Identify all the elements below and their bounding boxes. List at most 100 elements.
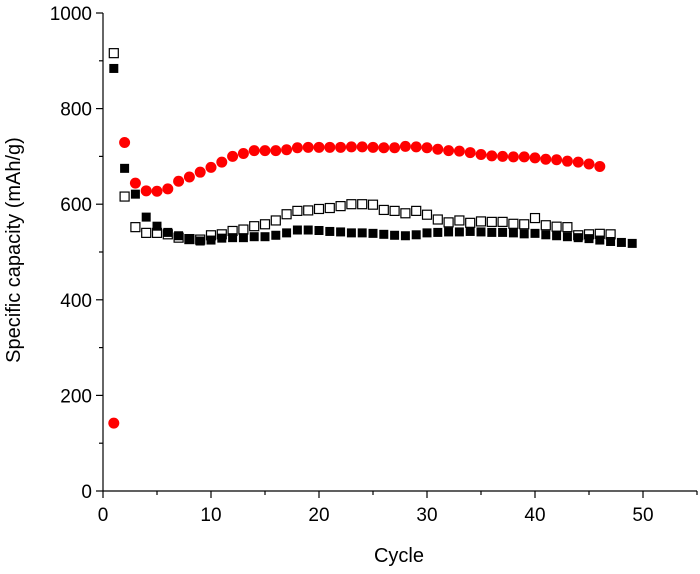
data-point-filled-square [260, 232, 270, 242]
data-point-filled-square [325, 226, 335, 236]
data-point-open-square [432, 214, 443, 225]
data-point-filled-square [573, 233, 583, 243]
data-point-circle [248, 145, 260, 157]
data-point-circle [572, 156, 584, 168]
data-point-filled-square [552, 231, 562, 241]
data-point-filled-square [184, 234, 194, 244]
data-point-circle [507, 151, 519, 163]
data-point-open-square [421, 209, 433, 220]
data-point-filled-square [498, 227, 508, 237]
data-point-filled-square [422, 228, 432, 238]
data-point-filled-square [271, 230, 281, 240]
data-point-open-square [400, 208, 411, 219]
x-tick-label: 40 [524, 505, 545, 526]
data-point-open-square [346, 199, 357, 210]
data-point-circle [594, 160, 606, 172]
data-point-open-square [108, 48, 119, 59]
data-point-circle [140, 185, 152, 197]
data-point-filled-square [152, 221, 162, 231]
data-point-circle [129, 177, 141, 189]
data-point-circle [486, 150, 498, 162]
data-point-circle [281, 144, 293, 156]
data-point-open-square [313, 203, 325, 215]
data-point-open-square [454, 215, 465, 226]
y-tick-label: 200 [60, 386, 92, 407]
data-point-filled-square [519, 229, 529, 239]
data-point-filled-square [368, 228, 378, 238]
data-point-filled-square [411, 230, 421, 240]
data-point-open-square [389, 205, 400, 216]
data-point-filled-square [444, 227, 454, 237]
series-0 [108, 137, 606, 429]
data-point-circle [270, 145, 282, 157]
data-point-filled-square [130, 189, 140, 199]
data-point-circle [151, 185, 163, 197]
data-point-filled-square [454, 227, 464, 237]
data-point-circle [345, 141, 357, 153]
x-tick-label: 0 [98, 505, 109, 526]
data-point-circle [324, 141, 336, 153]
data-point-filled-square [163, 227, 173, 237]
data-point-filled-square [616, 237, 626, 247]
data-point-circle [183, 171, 195, 183]
data-point-filled-square [487, 227, 497, 237]
data-point-open-square [519, 219, 530, 230]
data-point-filled-square [228, 233, 238, 243]
series-1 [108, 48, 616, 245]
data-point-filled-square [390, 230, 400, 240]
data-point-open-square [551, 221, 562, 232]
data-point-open-square [540, 220, 551, 231]
data-point-circle [410, 141, 422, 153]
data-point-open-square [497, 216, 508, 227]
y-tick-label: 400 [60, 291, 92, 312]
data-point-circle [119, 137, 131, 149]
data-point-filled-square [357, 228, 367, 238]
y-axis-title: Specific capacity (mAh/g) [3, 137, 25, 363]
data-point-open-square [475, 216, 487, 227]
data-point-circle [389, 142, 401, 154]
data-point-filled-square [217, 233, 227, 243]
x-axis-title: Cycle [374, 545, 424, 567]
data-point-circle [216, 156, 228, 168]
data-point-open-square [335, 201, 346, 212]
x-tick-label: 50 [632, 505, 653, 526]
data-point-circle [259, 145, 271, 157]
data-point-filled-square [541, 230, 551, 240]
data-point-open-square [281, 209, 292, 220]
data-point-filled-square [303, 225, 313, 235]
data-point-filled-square [476, 227, 486, 237]
x-tick-label: 20 [308, 505, 329, 526]
data-point-circle [313, 141, 325, 153]
data-point-circle [464, 147, 476, 159]
data-point-open-square [292, 205, 303, 216]
data-point-open-square [119, 191, 130, 202]
data-point-open-square [259, 219, 271, 230]
data-point-open-square [465, 217, 476, 228]
data-point-filled-square [379, 229, 389, 239]
data-point-circle [173, 175, 185, 187]
y-tick-label: 800 [60, 100, 92, 121]
data-point-filled-square [292, 225, 302, 235]
data-point-filled-square [336, 227, 346, 237]
data-point-circle [194, 166, 206, 178]
x-tick-label: 10 [200, 505, 221, 526]
data-point-circle [475, 148, 487, 160]
data-point-filled-square [433, 227, 443, 237]
y-tick-label: 600 [60, 195, 92, 216]
data-point-circle [302, 141, 314, 153]
data-point-filled-square [530, 228, 540, 238]
marks [108, 48, 637, 429]
data-point-filled-square [109, 63, 119, 73]
data-point-open-square [130, 222, 141, 233]
ticks [96, 12, 698, 498]
data-point-filled-square [562, 232, 572, 242]
data-point-open-square [411, 205, 422, 216]
data-point-circle [367, 141, 379, 153]
data-point-circle [529, 152, 541, 164]
data-point-open-square [562, 222, 573, 233]
data-point-filled-square [238, 233, 248, 243]
data-point-filled-square [508, 228, 518, 238]
data-point-filled-square [314, 225, 324, 235]
data-point-circle [453, 145, 465, 157]
